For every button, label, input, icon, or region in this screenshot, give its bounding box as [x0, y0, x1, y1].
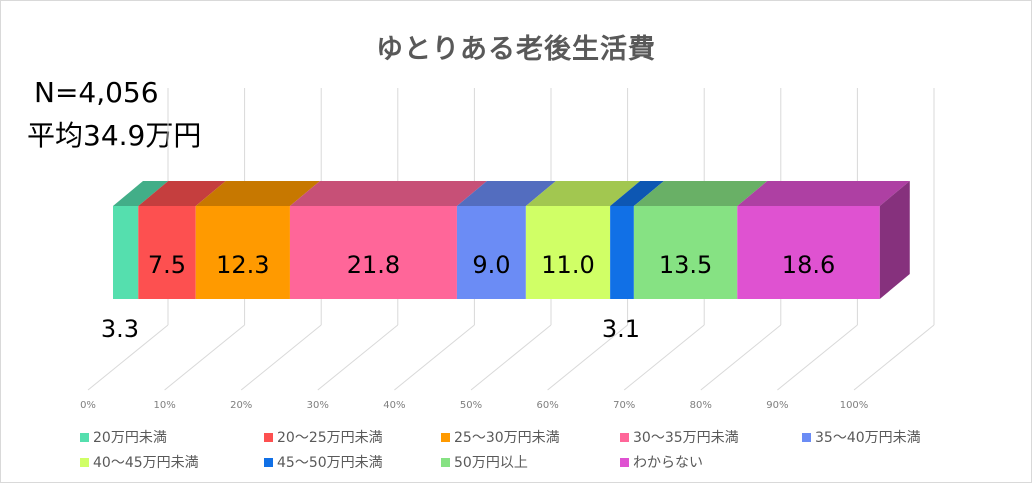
x-tick-label: 50% — [460, 400, 482, 411]
data-label: 7.5 — [148, 251, 186, 279]
data-label: 13.5 — [659, 251, 712, 279]
legend-item[interactable]: 45〜50万円未満 — [264, 452, 383, 472]
bar-segment[interactable] — [610, 181, 664, 299]
bar-segments — [113, 181, 910, 299]
legend-label: 35〜40万円未満 — [815, 430, 921, 446]
x-tick-label: 20% — [230, 400, 252, 411]
legend-item[interactable]: 50万円以上 — [441, 452, 528, 472]
bar-segment[interactable] — [195, 181, 320, 299]
legend-item[interactable]: 35〜40万円未満 — [802, 427, 921, 447]
x-tick-label: 80% — [690, 400, 712, 411]
legend-swatch-icon — [620, 457, 629, 467]
legend-swatch-icon — [441, 432, 450, 442]
bar-segment[interactable] — [289, 181, 487, 299]
legend-swatch-icon — [620, 432, 629, 442]
x-tick-label: 90% — [766, 400, 788, 411]
x-tick-label: 10% — [153, 400, 175, 411]
bar-segment[interactable] — [113, 181, 169, 299]
data-label: 12.3 — [216, 251, 269, 279]
legend-item[interactable]: 20万円未満 — [80, 427, 167, 447]
data-label: 9.0 — [472, 251, 510, 279]
x-tick-label: 70% — [613, 400, 635, 411]
legend-swatch-icon — [264, 432, 273, 442]
legend-swatch-icon — [802, 432, 811, 442]
data-label: 21.8 — [347, 251, 400, 279]
data-label: 3.3 — [101, 315, 139, 343]
legend-swatch-icon — [264, 457, 273, 467]
legend-swatch-icon — [441, 457, 450, 467]
legend-item[interactable]: 20〜25万円未満 — [264, 427, 383, 447]
legend-item[interactable]: 30〜35万円未満 — [620, 427, 739, 447]
x-tick-label: 0% — [80, 400, 96, 411]
legend-item[interactable]: わからない — [620, 452, 703, 472]
legend-item[interactable]: 25〜30万円未満 — [441, 427, 560, 447]
x-axis-ticks: 0% 10% 20% 30% 40% 50% 60% 70% 80% 90% 100% — [80, 400, 868, 411]
x-tick-label: 40% — [383, 400, 405, 411]
data-label: 18.6 — [782, 251, 835, 279]
data-labels: 3.3 7.5 12.3 21.8 9.0 11.0 3.1 13.5 18.6 — [101, 251, 835, 343]
bar-segment[interactable] — [525, 181, 641, 299]
data-label: 11.0 — [541, 251, 594, 279]
data-label: 3.1 — [602, 315, 640, 343]
bar-segment[interactable] — [456, 181, 556, 299]
bar-segment[interactable] — [633, 181, 768, 299]
legend-swatch-icon — [80, 432, 89, 442]
legend-label: 45〜50万円未満 — [277, 455, 383, 471]
legend-label: 40〜45万円未満 — [93, 455, 199, 471]
legend-label: 25〜30万円未満 — [454, 430, 560, 446]
bar-segment[interactable] — [737, 181, 910, 299]
x-tick-label: 100% — [840, 400, 869, 411]
legend-swatch-icon — [80, 457, 89, 467]
bar-segment[interactable] — [138, 181, 226, 299]
legend-label: 50万円以上 — [454, 455, 528, 471]
chart-title: ゆとりある老後生活費 — [376, 34, 656, 65]
legend-label: 30〜35万円未満 — [633, 430, 739, 446]
legend-item[interactable]: 40〜45万円未満 — [80, 452, 199, 472]
legend-label: 20〜25万円未満 — [277, 430, 383, 446]
average-note: 平均34.9万円 — [27, 119, 202, 152]
sample-size-note: N=4,056 — [34, 76, 159, 109]
x-tick-label: 30% — [307, 400, 329, 411]
legend-label: わからない — [633, 455, 703, 471]
legend-label: 20万円未満 — [93, 430, 167, 446]
x-tick-label: 60% — [536, 400, 558, 411]
